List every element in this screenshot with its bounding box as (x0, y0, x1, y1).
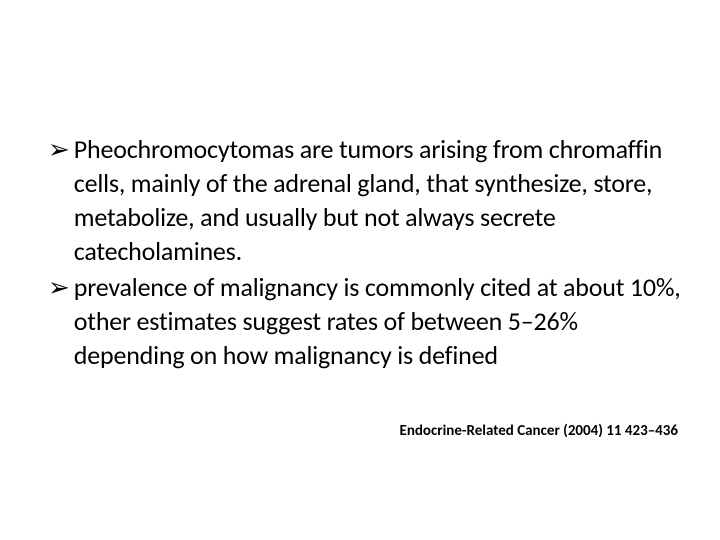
bullet-text: prevalence of malignancy is commonly cit… (74, 270, 688, 372)
slide: ➢ Pheochromocytomas are tumors arising f… (0, 0, 720, 540)
bullet-marker-icon: ➢ (48, 132, 70, 166)
list-item: ➢ Pheochromocytomas are tumors arising f… (48, 132, 688, 268)
bullet-text: Pheochromocytomas are tumors arising fro… (74, 132, 688, 268)
content-area: ➢ Pheochromocytomas are tumors arising f… (48, 132, 688, 374)
bullet-marker-icon: ➢ (48, 270, 70, 304)
list-item: ➢ prevalence of malignancy is commonly c… (48, 270, 688, 372)
citation-text: Endocrine-Related Cancer (2004) 11 423–4… (400, 422, 678, 440)
